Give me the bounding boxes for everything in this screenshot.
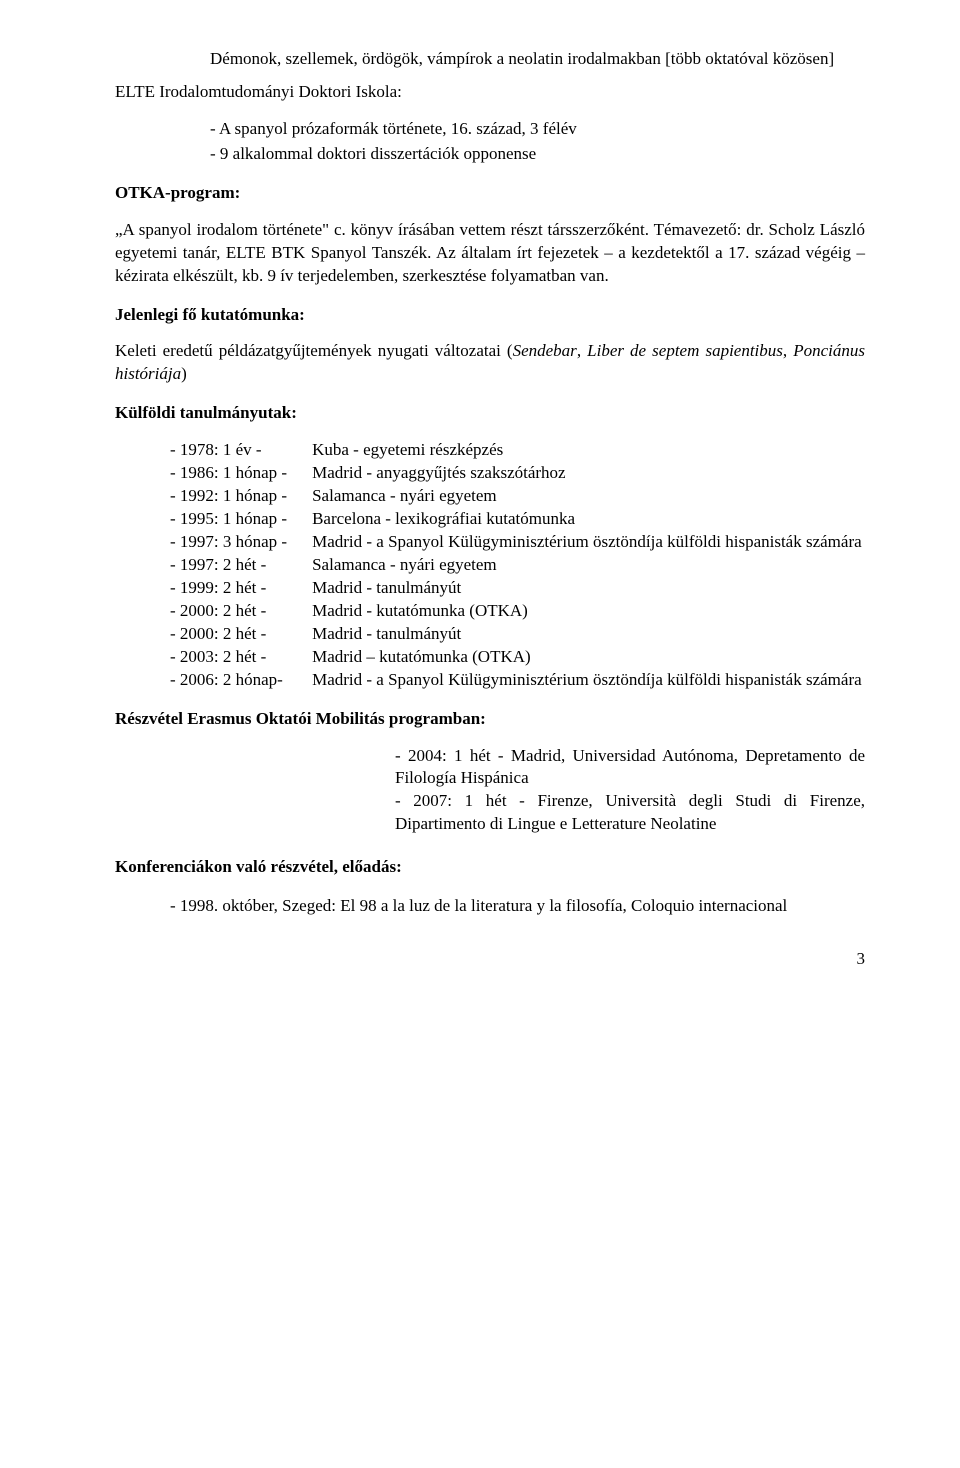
text: , [577,341,587,360]
erasmus-item: - 2004: 1 hét - Madrid, Universidad Autó… [115,745,865,791]
list-item: - 1986: 1 hónap -Madrid - anyaggyűjtés s… [170,462,862,485]
trip-label: - 2000: 2 hét - [170,600,312,623]
text: ) [181,364,187,383]
trip-label: - 1992: 1 hónap - [170,485,312,508]
italic-text: Sendebar [513,341,577,360]
trip-label: - 1995: 1 hónap - [170,508,312,531]
list-item: - 2000: 2 hét -Madrid - kutatómunka (OTK… [170,600,862,623]
list-item: - 1995: 1 hónap -Barcelona - lexikográfi… [170,508,862,531]
list-item: - 2003: 2 hét -Madrid – kutatómunka (OTK… [170,646,862,669]
trip-label: - 1978: 1 év - [170,439,312,462]
text: , [783,341,793,360]
trip-label: - 1999: 2 hét - [170,577,312,600]
list-item: - 2000: 2 hét -Madrid - tanulmányút [170,623,862,646]
list-item: - 1999: 2 hét -Madrid - tanulmányút [170,577,862,600]
trip-label: - 1986: 1 hónap - [170,462,312,485]
list-item: - 1997: 2 hét -Salamanca - nyári egyetem [170,554,862,577]
trip-desc: Madrid - a Spanyol Külügyminisztérium ös… [312,531,862,554]
elte-bullet-diss: - 9 alkalommal doktori disszertációk opp… [210,143,865,166]
italic-text: Liber de septem sapientibus [587,341,783,360]
erasmus-heading: Részvétel Erasmus Oktatói Mobilitás prog… [115,708,865,731]
trip-desc: Madrid – kutatómunka (OTKA) [312,646,862,669]
trip-desc: Madrid - tanulmányút [312,623,862,646]
topic-paragraph: Démonok, szellemek, ördögök, vámpírok a … [210,48,865,71]
conf-heading: Konferenciákon való részvétel, előadás: [115,856,865,879]
trip-desc: Madrid - a Spanyol Külügyminisztérium ös… [312,669,862,692]
list-item: - 1978: 1 év -Kuba - egyetemi részképzés [170,439,862,462]
trip-desc: Salamanca - nyári egyetem [312,485,862,508]
trips-list: - 1978: 1 év -Kuba - egyetemi részképzés… [170,439,862,691]
trip-label: - 1997: 2 hét - [170,554,312,577]
conf-item: - 1998. október, Szeged: El 98 a la luz … [170,895,865,918]
otka-paragraph: „A spanyol irodalom története" c. könyv … [115,219,865,288]
list-item: - 1992: 1 hónap -Salamanca - nyári egyet… [170,485,862,508]
page-number: 3 [115,948,865,971]
list-item: - 1997: 3 hónap -Madrid - a Spanyol Külü… [170,531,862,554]
trip-desc: Barcelona - lexikográfiai kutatómunka [312,508,862,531]
trip-desc: Madrid - kutatómunka (OTKA) [312,600,862,623]
erasmus-item: - 2007: 1 hét - Firenze, Università degl… [115,790,865,836]
elte-bullet-proza: - A spanyol prózaformák története, 16. s… [210,118,865,141]
trip-label: - 2000: 2 hét - [170,623,312,646]
trips-heading: Külföldi tanulmányutak: [115,402,865,425]
trip-desc: Salamanca - nyári egyetem [312,554,862,577]
text: Keleti eredetű példázatgyűjtemények nyug… [115,341,513,360]
trip-desc: Madrid - tanulmányút [312,577,862,600]
otka-heading: OTKA-program: [115,182,865,205]
trip-label: - 2003: 2 hét - [170,646,312,669]
trip-label: - 2006: 2 hónap- [170,669,312,692]
trip-label: - 1997: 3 hónap - [170,531,312,554]
research-paragraph: Keleti eredetű példázatgyűjtemények nyug… [115,340,865,386]
trip-desc: Madrid - anyaggyűjtés szakszótárhoz [312,462,862,485]
trip-desc: Kuba - egyetemi részképzés [312,439,862,462]
research-heading: Jelenlegi fő kutatómunka: [115,304,865,327]
elte-heading: ELTE Irodalomtudományi Doktori Iskola: [115,81,865,104]
list-item: - 2006: 2 hónap-Madrid - a Spanyol Külüg… [170,669,862,692]
